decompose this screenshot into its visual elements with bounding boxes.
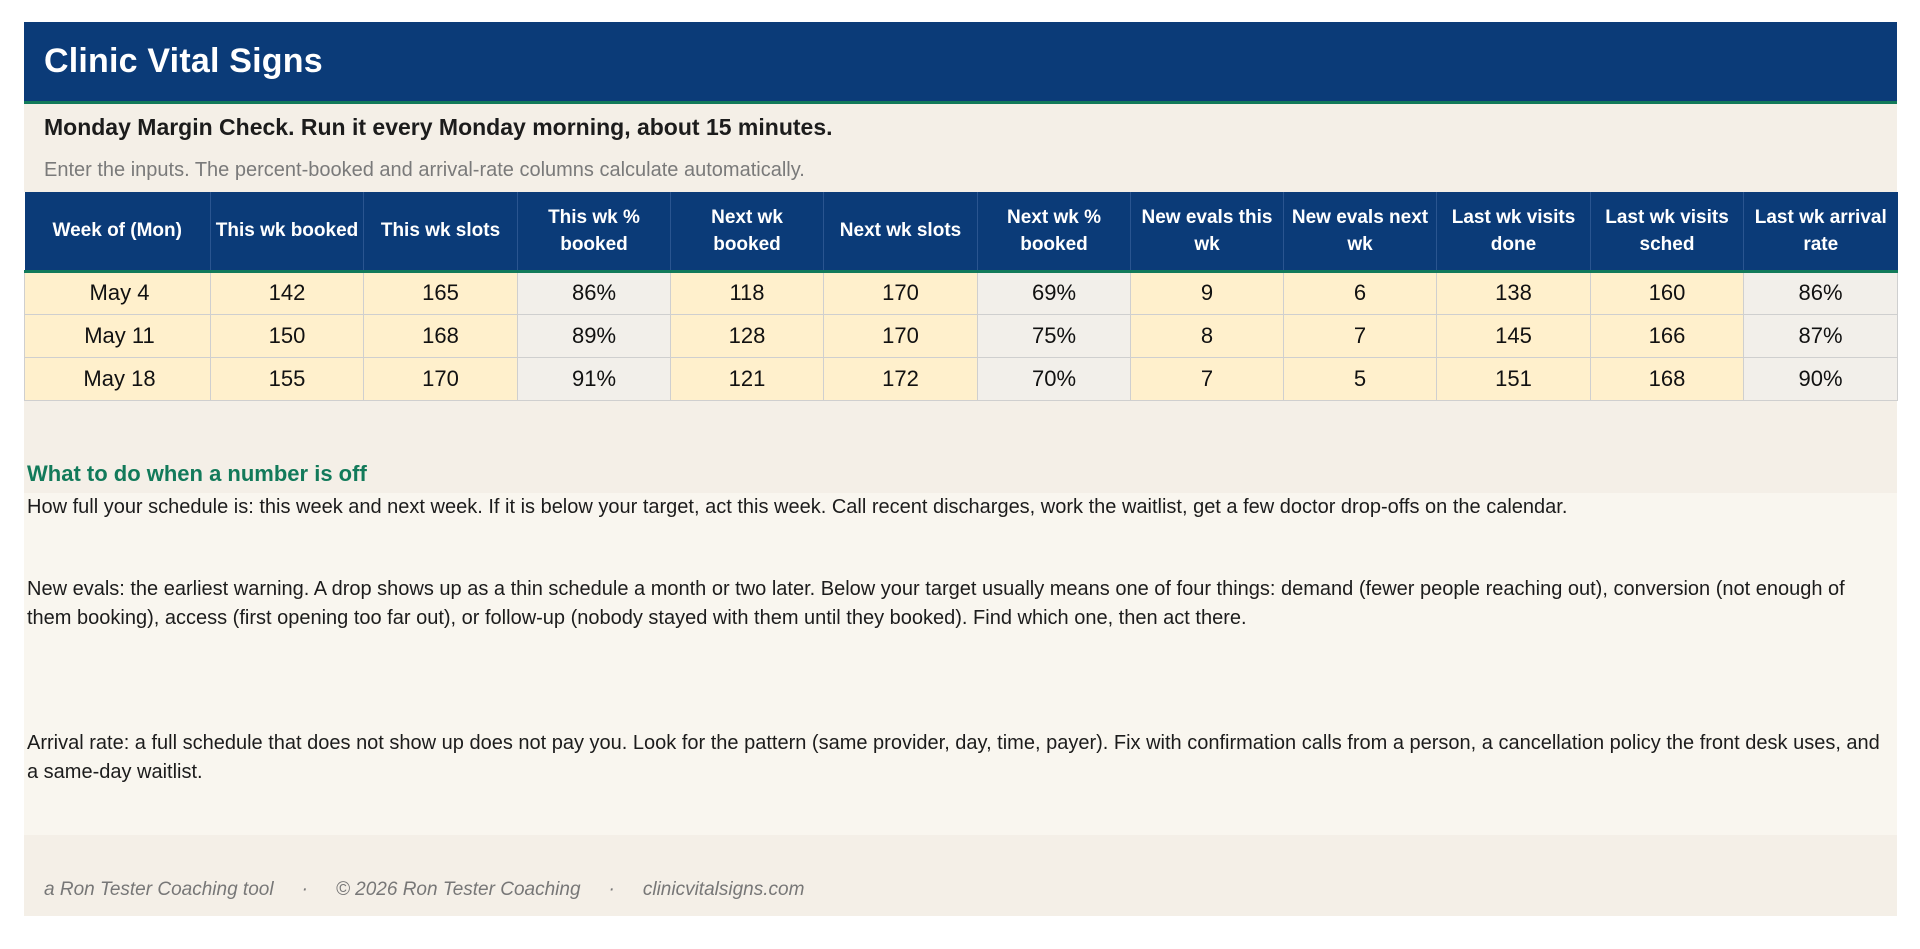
column-header: This wk % booked (517, 192, 671, 273)
header-row: Week of (Mon) This wk booked This wk slo… (24, 192, 1898, 273)
input-cell[interactable]: 9 (1130, 270, 1284, 315)
guidance-header: What to do when a number is off (24, 450, 1897, 493)
spacer (24, 400, 1897, 451)
column-header: Week of (Mon) (24, 192, 211, 273)
footer-copyright: © 2026 Ron Tester Coaching (335, 878, 581, 900)
input-cell[interactable]: 7 (1130, 356, 1284, 401)
note-schedule-fullness: How full your schedule is: this week and… (27, 495, 1568, 518)
column-header: Last wk arrival rate (1743, 192, 1898, 273)
guidance-notes: How full your schedule is: this week and… (24, 492, 1897, 835)
column-header: Last wk visits sched (1590, 192, 1744, 273)
input-cell[interactable]: 121 (670, 356, 824, 401)
input-cell[interactable]: 138 (1436, 270, 1591, 315)
input-cell[interactable]: 128 (670, 313, 824, 358)
calculated-cell: 75% (977, 313, 1131, 358)
column-header: New evals this wk (1130, 192, 1284, 273)
instructions: Enter the inputs. The percent-booked and… (44, 159, 805, 181)
input-cell[interactable]: 168 (363, 313, 518, 358)
calculated-cell: 86% (517, 270, 671, 315)
section-heading: What to do when a number is off (27, 460, 367, 486)
input-cell[interactable]: 165 (363, 270, 518, 315)
table-row: May 11 150 168 89% 128 170 75% 8 7 145 1… (24, 313, 1898, 358)
calculated-cell: 87% (1743, 313, 1898, 358)
weekly-table: Week of (Mon) This wk booked This wk slo… (24, 192, 1898, 401)
input-cell[interactable]: 155 (210, 356, 364, 401)
input-cell[interactable]: 172 (823, 356, 978, 401)
input-cell[interactable]: 8 (1130, 313, 1284, 358)
column-header: Next wk % booked (977, 192, 1131, 273)
input-cell[interactable]: 150 (210, 313, 364, 358)
column-header: New evals next wk (1283, 192, 1437, 273)
table-row: May 4 142 165 86% 118 170 69% 9 6 138 16… (24, 270, 1898, 315)
input-cell[interactable]: 145 (1436, 313, 1591, 358)
column-header: Next wk booked (670, 192, 824, 273)
calculated-cell: 91% (517, 356, 671, 401)
input-cell[interactable]: 6 (1283, 270, 1437, 315)
input-cell[interactable]: 118 (670, 270, 824, 315)
column-header: This wk booked (210, 192, 364, 273)
title-bar: Clinic Vital Signs (24, 22, 1897, 104)
calculated-cell: 90% (1743, 356, 1898, 401)
footer-separator: · (301, 878, 308, 900)
week-cell[interactable]: May 18 (24, 356, 211, 401)
calculated-cell: 86% (1743, 270, 1898, 315)
column-header: Last wk visits done (1436, 192, 1591, 273)
footer-site-link[interactable]: clinicvitalsigns.com (642, 878, 805, 900)
footer: a Ron Tester Coaching tool · © 2026 Ron Te… (44, 879, 804, 901)
input-cell[interactable]: 5 (1283, 356, 1437, 401)
calculated-cell: 69% (977, 270, 1131, 315)
subtitle: Monday Margin Check. Run it every Monday… (44, 114, 833, 140)
input-cell[interactable]: 166 (1590, 313, 1744, 358)
calculated-cell: 89% (517, 313, 671, 358)
column-header: Next wk slots (823, 192, 978, 273)
week-cell[interactable]: May 4 (24, 270, 211, 315)
input-cell[interactable]: 7 (1283, 313, 1437, 358)
table-row: May 18 155 170 91% 121 172 70% 7 5 151 1… (24, 356, 1898, 401)
footer-tool: a Ron Tester Coaching tool (44, 878, 274, 900)
input-cell[interactable]: 170 (363, 356, 518, 401)
footer-separator: · (608, 878, 615, 900)
spreadsheet: Clinic Vital Signs Monday Margin Check. … (24, 22, 1898, 916)
input-cell[interactable]: 168 (1590, 356, 1744, 401)
note-new-evals: New evals: the earliest warning. A drop … (27, 577, 1845, 629)
column-header: This wk slots (363, 192, 518, 273)
week-cell[interactable]: May 11 (24, 313, 211, 358)
input-cell[interactable]: 170 (823, 270, 978, 315)
input-cell[interactable]: 170 (823, 313, 978, 358)
footer-band: a Ron Tester Coaching tool · © 2026 Ron Te… (24, 834, 1897, 916)
input-cell[interactable]: 142 (210, 270, 364, 315)
input-cell[interactable]: 151 (1436, 356, 1591, 401)
calculated-cell: 70% (977, 356, 1131, 401)
note-arrival-rate: Arrival rate: a full schedule that does … (27, 731, 1880, 783)
page-title: Clinic Vital Signs (44, 42, 323, 80)
input-cell[interactable]: 160 (1590, 270, 1744, 315)
intro-band: Monday Margin Check. Run it every Monday… (24, 104, 1897, 192)
